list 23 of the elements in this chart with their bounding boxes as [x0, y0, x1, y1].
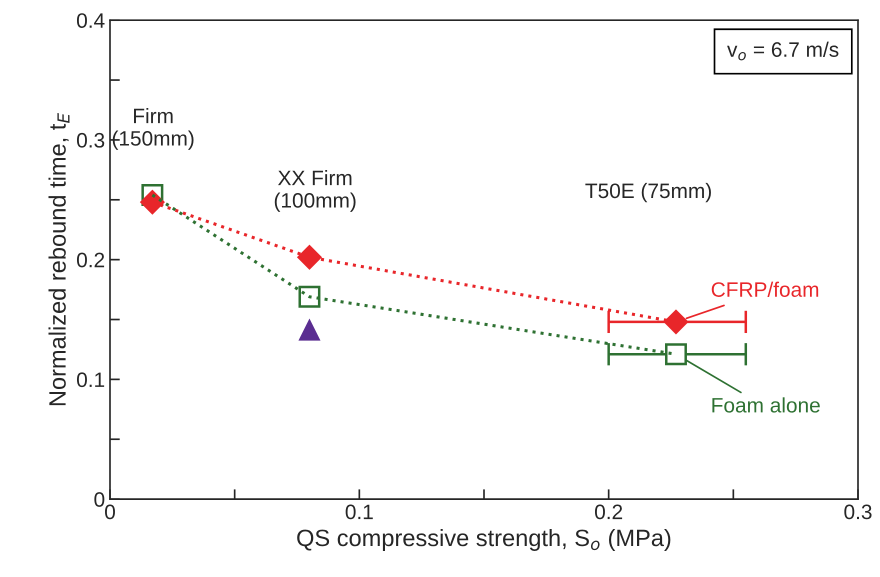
point [297, 245, 322, 270]
series-label: CFRP/foam [712, 282, 818, 297]
annotation: Firm (150mm) [112, 108, 194, 150]
legend-label: Foam alone [712, 397, 820, 413]
x-tick-label: 0.2 [595, 504, 622, 520]
point [140, 190, 164, 214]
point [664, 310, 688, 334]
annotation: T50E (75mm) [585, 182, 711, 202]
y-tick-label: 0.4 [76, 13, 105, 28]
point [665, 343, 687, 366]
y-axis-title: Normalized rebound time, t$_{E}$ [48, 113, 70, 406]
x-tick-label: 0.3 [844, 504, 872, 520]
annotation: v$_{o}$ = 6.7 m/s [727, 42, 838, 60]
annotation: XX Firm (100mm) [274, 170, 356, 212]
y-tick-label: 0.2 [76, 252, 104, 268]
y-tick-label: 0 [94, 492, 104, 507]
x-axis-title: QS compressive strength, S$_{o}$ (MPa) [297, 528, 670, 551]
y-tick-label: 0.1 [76, 372, 104, 388]
x-tick-label: 0 [105, 504, 115, 520]
y-tick-label: 0.3 [76, 132, 104, 148]
point [298, 286, 320, 308]
point [299, 320, 320, 341]
x-tick-label: 0.1 [346, 504, 373, 520]
